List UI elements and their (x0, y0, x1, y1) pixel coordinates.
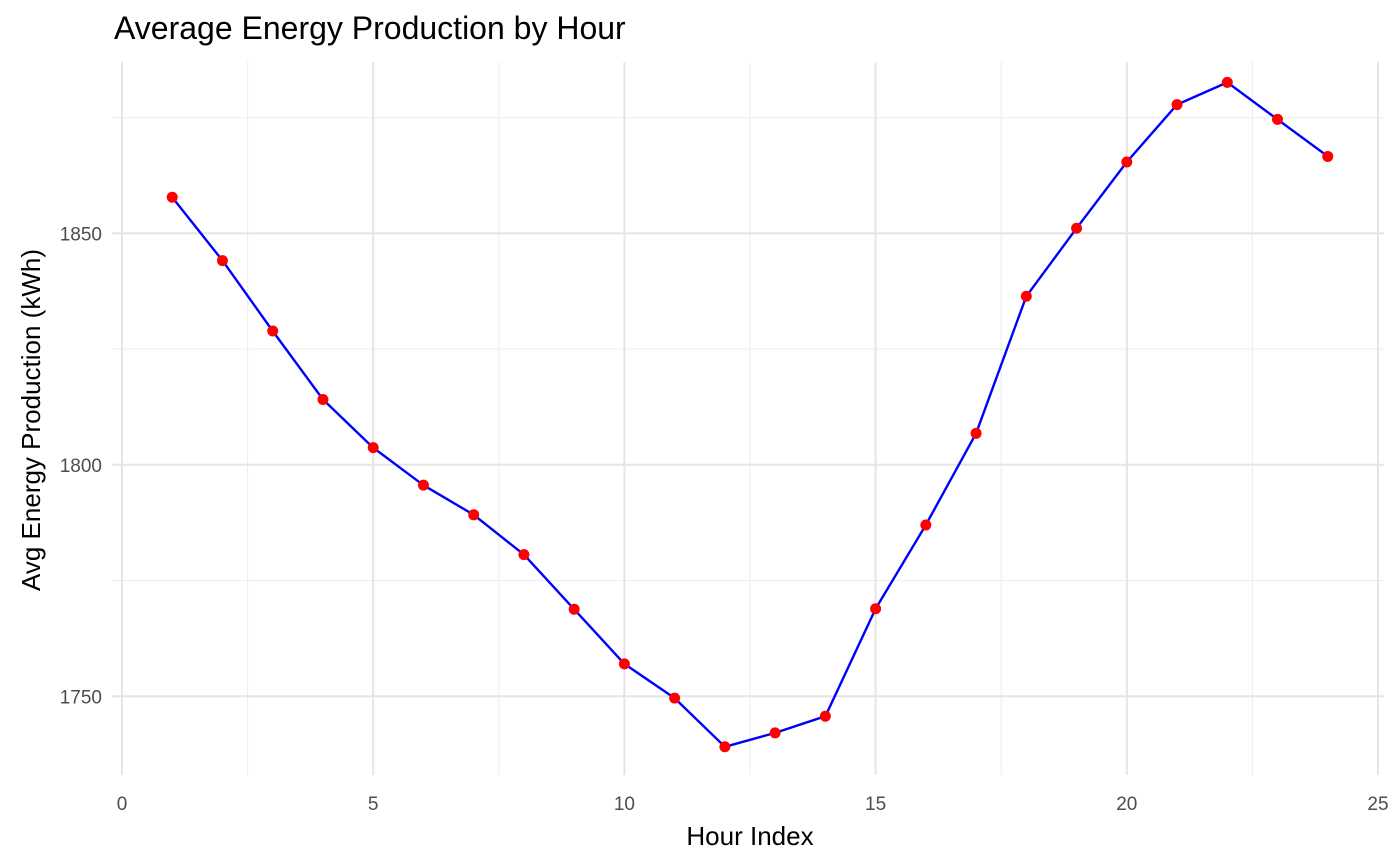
data-points (166, 76, 1334, 753)
x-axis-title: Hour Index (686, 821, 813, 851)
axis-ticks: 0 5 10 15 20 25 1750 1800 1850 (60, 224, 1389, 815)
data-point (719, 741, 731, 753)
x-tick-label: 10 (614, 794, 635, 815)
data-point (1322, 150, 1334, 162)
data-point (669, 692, 681, 704)
data-point (468, 509, 480, 521)
data-point (317, 394, 329, 406)
data-point (367, 442, 379, 454)
data-point (870, 603, 882, 615)
data-point (166, 191, 178, 203)
data-point (1020, 290, 1032, 302)
data-point (920, 519, 932, 531)
y-tick-label: 1800 (60, 456, 102, 477)
data-point (769, 727, 781, 739)
data-point (819, 710, 831, 722)
data-point (1221, 76, 1233, 88)
x-tick-label: 25 (1367, 794, 1388, 815)
data-point (1272, 113, 1284, 125)
series-line (171, 81, 1329, 748)
data-point (970, 427, 982, 439)
data-point (618, 658, 630, 670)
data-point (216, 255, 228, 267)
data-point (1121, 156, 1133, 168)
data-point (417, 479, 429, 491)
y-tick-label: 1850 (60, 224, 102, 245)
x-tick-label: 0 (117, 794, 128, 815)
data-point (1171, 99, 1183, 111)
data-point (1071, 222, 1083, 234)
chart-title: Average Energy Production by Hour (114, 10, 626, 46)
y-axis-title: Avg Energy Production (kWh) (16, 249, 46, 591)
y-tick-label: 1750 (60, 687, 102, 708)
x-tick-label: 15 (865, 794, 886, 815)
data-point (568, 603, 580, 615)
data-point (518, 549, 530, 561)
data-point (267, 325, 279, 337)
x-tick-label: 5 (368, 794, 379, 815)
grid-lines (112, 62, 1384, 775)
x-tick-label: 20 (1116, 794, 1137, 815)
series-line-group (171, 81, 1329, 748)
